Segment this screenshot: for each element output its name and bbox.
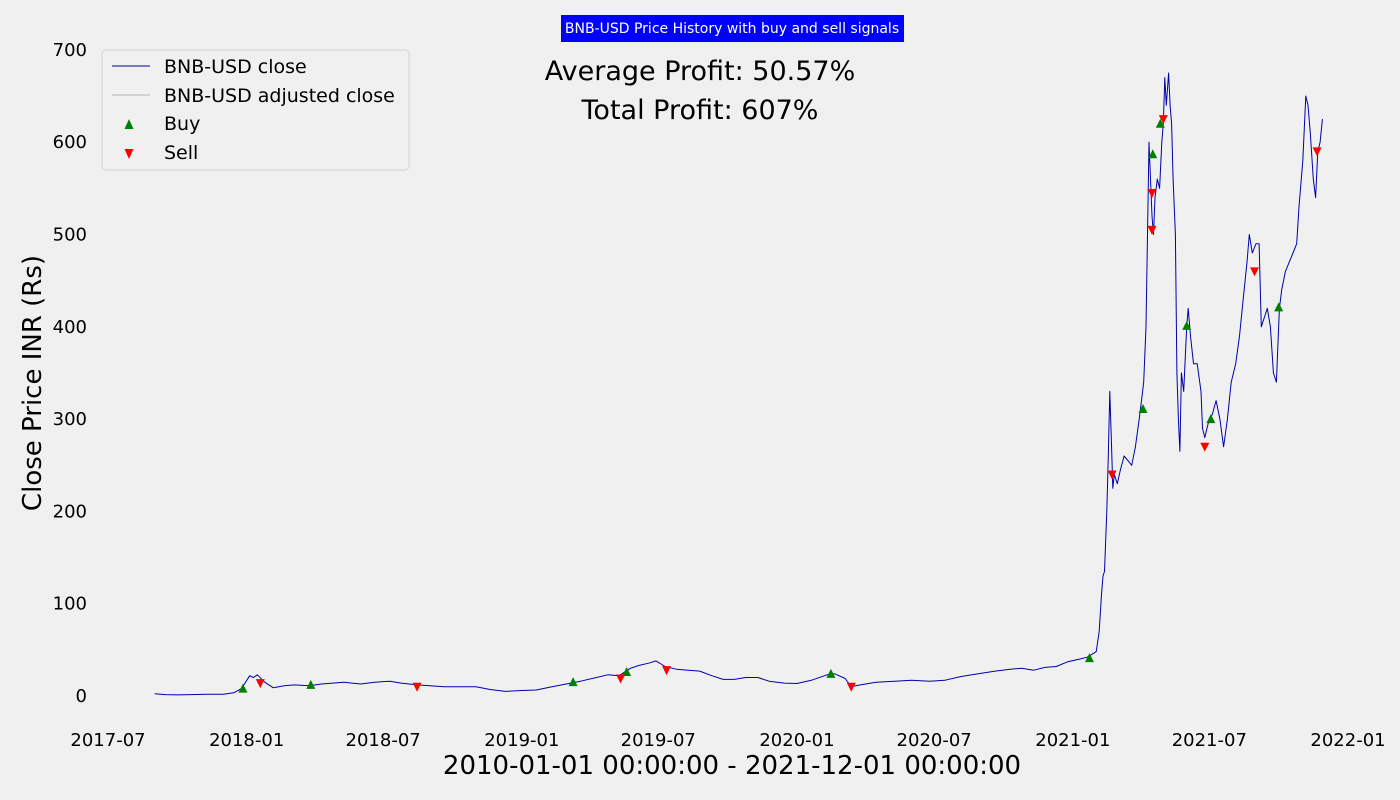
legend-adjusted-label: BNB-USD adjusted close (164, 85, 395, 107)
x-tick-label: 2021-01 (1035, 730, 1110, 751)
legend-close-label: BNB-USD close (164, 56, 307, 78)
chart-title: BNB-USD Price History with buy and sell … (565, 21, 899, 37)
sell-signal-marker (412, 682, 422, 692)
x-tick-label: 2020-01 (759, 730, 834, 751)
sell-signal-marker (616, 674, 626, 684)
chart-title-box (561, 15, 904, 42)
buy-signal-marker (1155, 118, 1165, 128)
y-tick-label: 200 (53, 501, 87, 522)
buy-signal-marker (1148, 149, 1158, 159)
sell-signal-marker (1250, 267, 1260, 277)
sell-signal-marker (1158, 115, 1168, 125)
x-axis-ticks: 2017-07 2018-01 2018-07 2019-01 2019-07 2020-… (70, 730, 1385, 751)
sell-signal-marker (255, 679, 265, 689)
buy-signal-marker (568, 677, 578, 687)
sell-signal-marker (1107, 470, 1117, 480)
x-tick-label: 2019-07 (621, 730, 696, 751)
x-tick-label: 2019-01 (484, 730, 559, 751)
y-tick-label: 0 (76, 686, 87, 707)
legend-buy-label: Buy (164, 113, 200, 135)
x-axis-title: 2010-01-01 00:00:00 - 2021-12-01 00:00:0… (443, 751, 1021, 781)
legend-sell-label: Sell (164, 142, 198, 164)
buy-signal-marker (622, 667, 632, 677)
x-tick-label: 2022-01 (1310, 730, 1385, 751)
x-tick-label: 2017-07 (70, 730, 145, 751)
sell-signal-marker (1312, 147, 1322, 157)
average-profit-annotation: Average Profit: 50.57% (545, 56, 856, 87)
x-tick-label: 2021-07 (1172, 730, 1247, 751)
y-tick-label: 300 (53, 409, 87, 430)
buy-signal-marker (1206, 414, 1216, 424)
signal-markers (238, 115, 1322, 693)
legend-box (101, 49, 410, 171)
y-tick-label: 500 (53, 225, 87, 246)
y-tick-label: 600 (53, 132, 87, 153)
buy-signal-marker (1274, 302, 1284, 312)
close-price-line (154, 72, 1323, 696)
buy-signal-marker (238, 683, 248, 693)
total-profit-annotation: Total Profit: 607% (581, 95, 819, 126)
sell-signal-marker (662, 666, 672, 676)
x-tick-label: 2018-01 (209, 730, 284, 751)
y-tick-label: 400 (53, 317, 87, 338)
buy-signal-marker (306, 679, 316, 689)
legend-buy-marker (124, 119, 134, 129)
sell-signal-marker (1200, 442, 1210, 452)
sell-signal-marker (1147, 225, 1157, 235)
y-tick-label: 700 (53, 40, 87, 61)
buy-signal-marker (826, 668, 836, 678)
buy-signal-marker (1138, 403, 1148, 413)
buy-signal-marker (1084, 653, 1094, 663)
y-axis-ticks: 0 100 200 300 400 500 600 700 (53, 40, 87, 707)
legend: BNB-USD close BNB-USD adjusted close Buy… (101, 49, 410, 171)
x-tick-label: 2020-07 (897, 730, 972, 751)
legend-sell-marker (124, 149, 134, 159)
y-tick-label: 100 (53, 594, 87, 615)
x-tick-label: 2018-07 (346, 730, 421, 751)
y-axis-title: Close Price INR (Rs) (18, 255, 48, 511)
sell-signal-marker (846, 682, 856, 692)
sell-signal-marker (1147, 188, 1157, 198)
buy-signal-marker (1182, 320, 1192, 330)
